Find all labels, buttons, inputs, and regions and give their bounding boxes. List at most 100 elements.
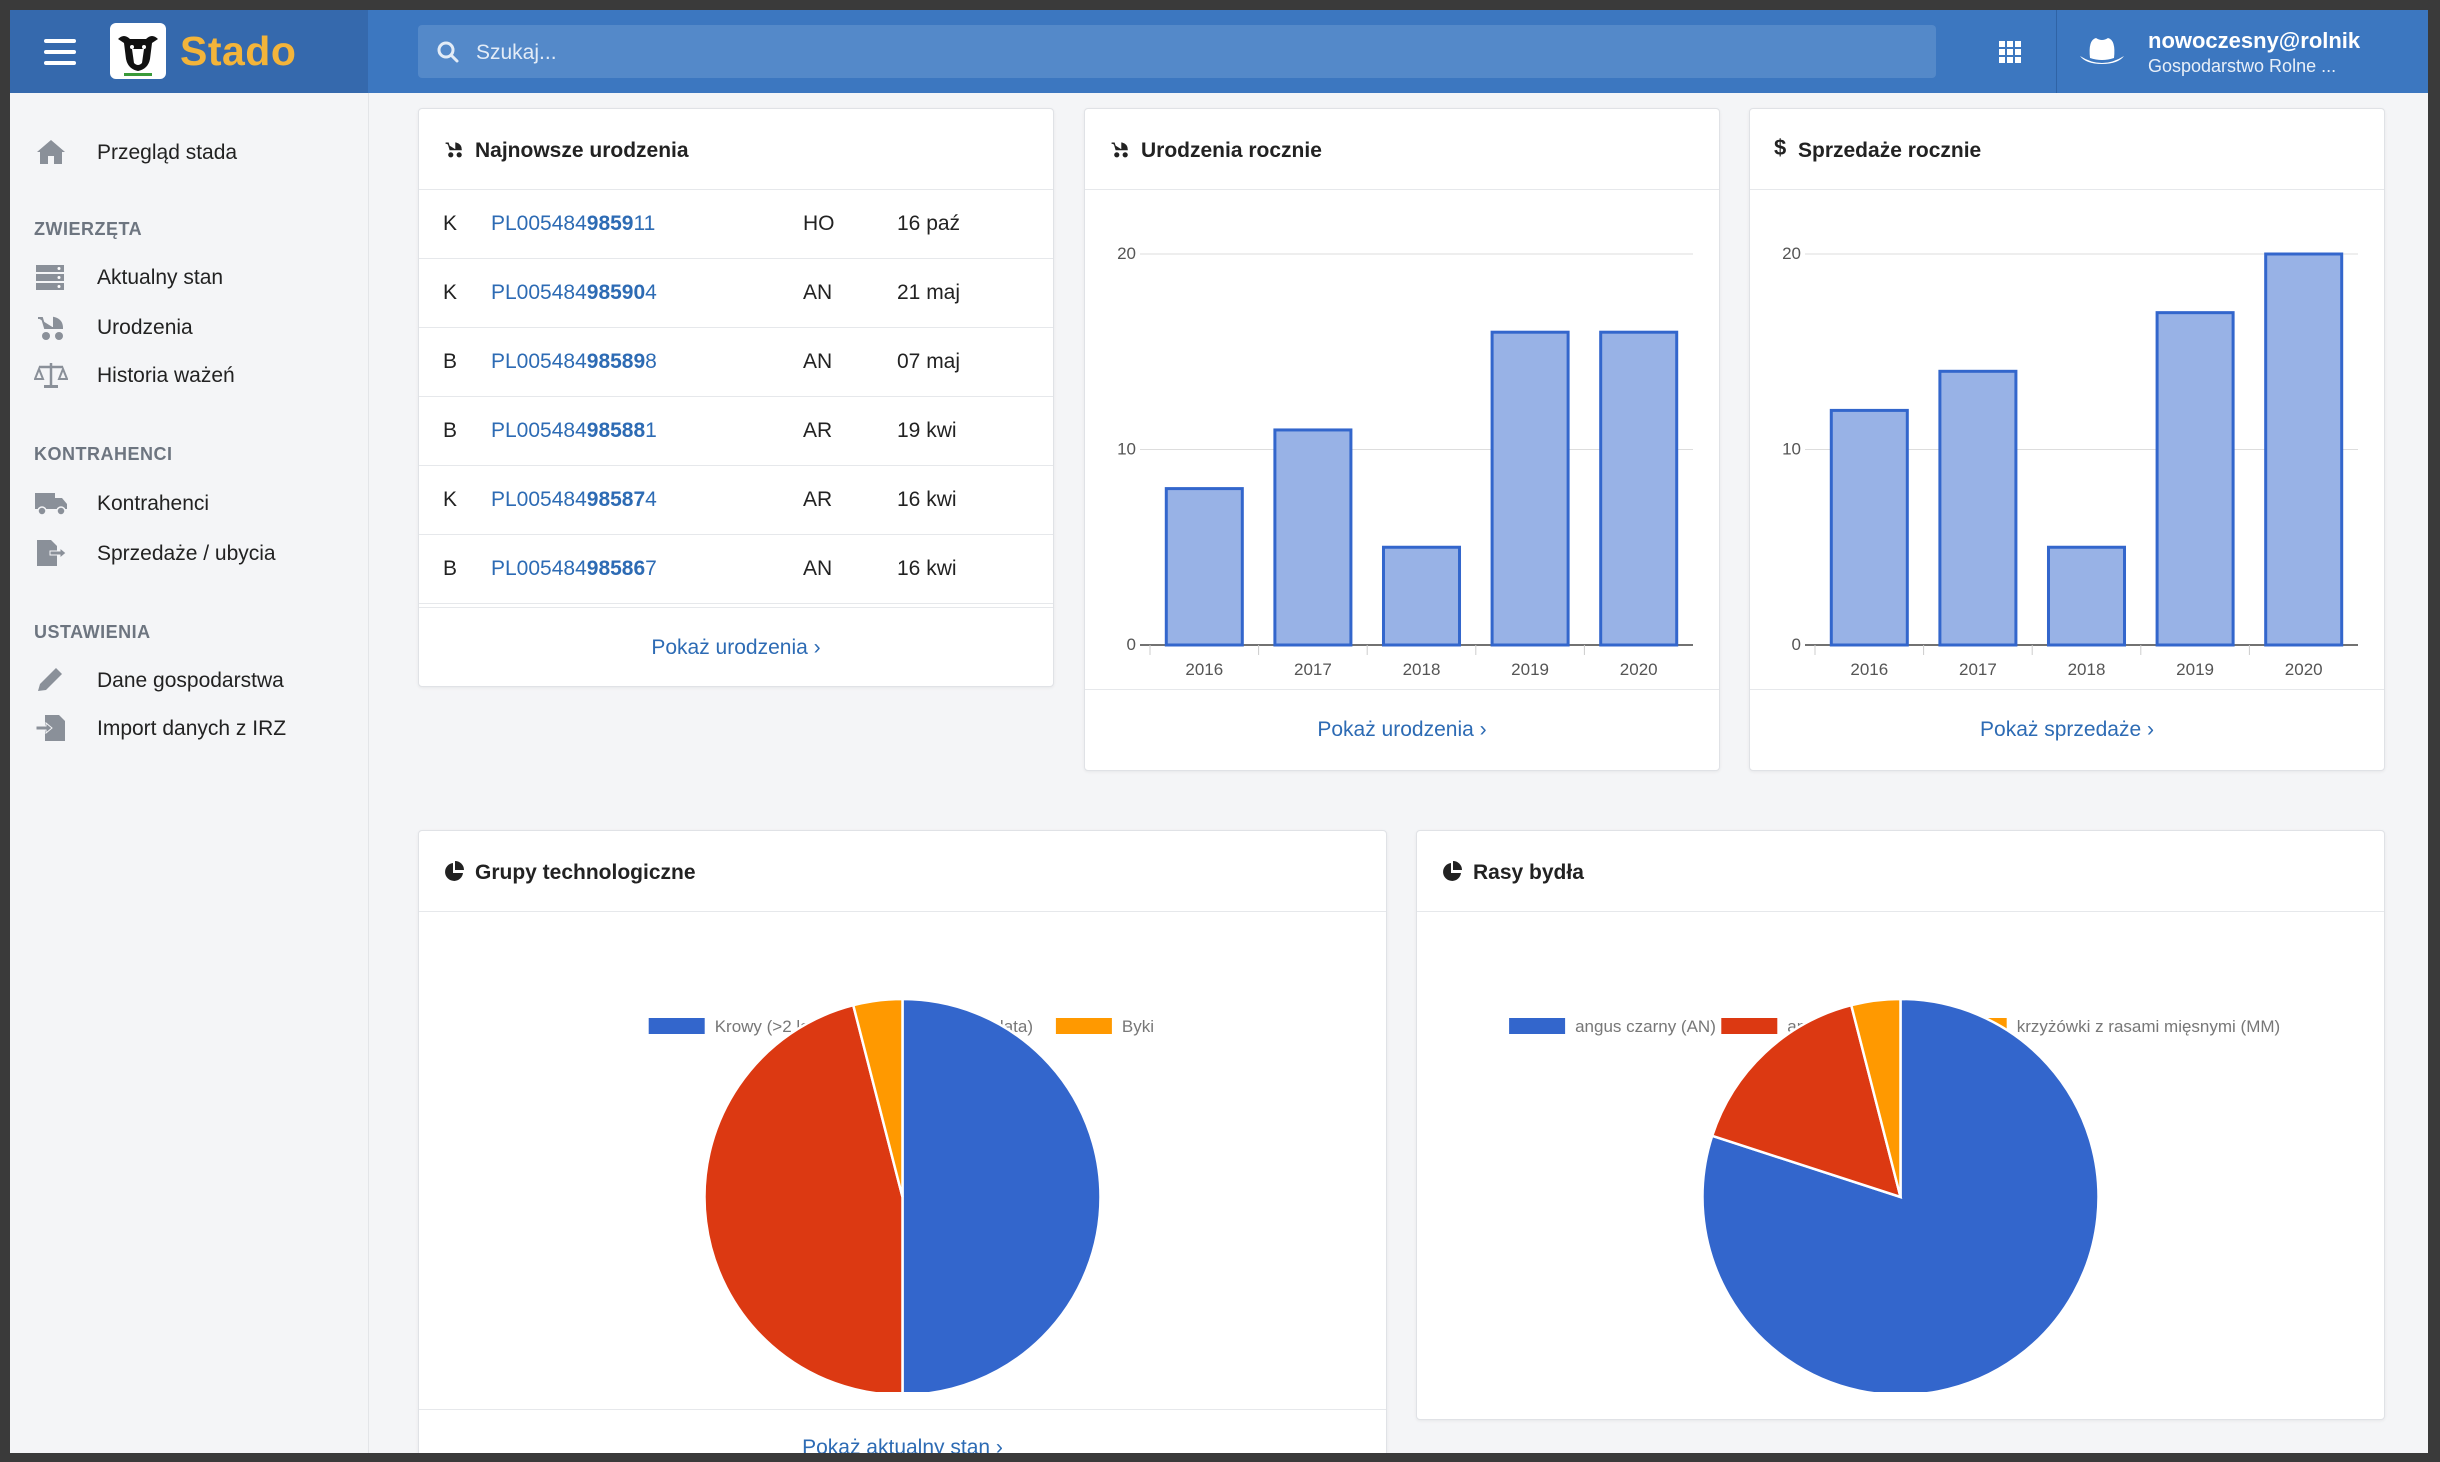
table-row: B PL005484985867 AN 16 kwi bbox=[419, 534, 1053, 604]
x-tick-label: 2020 bbox=[1620, 660, 1658, 679]
sidebar-item-sales[interactable]: Sprzedaże / ubycia bbox=[34, 534, 354, 574]
table-row: K PL005484985911 HO 16 paź bbox=[419, 190, 1053, 259]
date-cell: 21 maj bbox=[897, 258, 1053, 328]
card-footer: Pokaż aktualny stan › bbox=[419, 1409, 1386, 1453]
date-cell: 16 kwi bbox=[897, 534, 1053, 604]
cowboy-hat-icon[interactable] bbox=[2078, 30, 2126, 70]
breed-cell: AN bbox=[803, 258, 897, 328]
truck-icon bbox=[35, 493, 67, 516]
sidebar: Przegląd stada ZWIERZĘTA Aktualny stan U… bbox=[10, 93, 369, 1453]
card-header: $ Sprzedaże rocznie bbox=[1750, 109, 2384, 190]
sales-bar-chart: 0 10 20 2016 2017 2018 2019 2020 bbox=[1782, 244, 2358, 679]
sidebar-item-overview[interactable]: Przegląd stada bbox=[34, 133, 354, 173]
bar[interactable] bbox=[2155, 311, 2235, 647]
balance-scale-icon bbox=[34, 363, 68, 388]
x-tick-label: 2017 bbox=[1959, 660, 1997, 679]
animal-id-link[interactable]: PL005484985874 bbox=[491, 488, 657, 511]
user-farm: Gospodarstwo Rolne ... bbox=[2148, 56, 2337, 76]
breed-cell: AR bbox=[803, 396, 897, 466]
animal-id-cell: PL005484985874 bbox=[491, 465, 803, 535]
animal-id-cell: PL005484985898 bbox=[491, 327, 803, 397]
latest-births-card: Najnowsze urodzenia K PL005484985911 HO 16 … bbox=[418, 108, 1054, 687]
show-current-state-link[interactable]: Pokaż aktualny stan › bbox=[802, 1436, 1003, 1453]
x-tick-label: 2016 bbox=[1185, 660, 1223, 679]
card-title: Urodzenia rocznie bbox=[1141, 139, 1322, 162]
sidebar-item-irz-import[interactable]: Import danych z IRZ bbox=[34, 709, 354, 749]
sidebar-item-label: Kontrahenci bbox=[97, 492, 210, 515]
user-separator bbox=[2056, 10, 2057, 93]
sex-cell: K bbox=[419, 190, 491, 259]
apps-grid-icon[interactable] bbox=[1998, 40, 2022, 64]
pie-slice[interactable] bbox=[1701, 997, 2100, 1392]
dollar-icon: $ bbox=[1774, 135, 1787, 160]
pie-slice[interactable] bbox=[1710, 1003, 1903, 1199]
sidebar-item-label: Historia ważeń bbox=[97, 364, 235, 387]
bar[interactable] bbox=[2046, 545, 2127, 647]
breeds-pie-chart: angus czarny (AN)angus czerwony (AR)krzy… bbox=[1509, 997, 2280, 1392]
bar[interactable] bbox=[1273, 428, 1353, 647]
pencil-icon bbox=[38, 668, 62, 691]
search-box[interactable] bbox=[418, 25, 1936, 80]
pie-slice[interactable] bbox=[703, 1003, 904, 1392]
animal-id-link[interactable]: PL005484985867 bbox=[491, 557, 657, 580]
groups-card: Grupy technologiczne Krowy (>2 lata)Jałó… bbox=[418, 830, 1387, 1453]
bar[interactable] bbox=[1381, 545, 1462, 647]
legend-label: angus czarny (AN) bbox=[1575, 1017, 1716, 1036]
card-header: Grupy technologiczne bbox=[419, 831, 1386, 912]
bar[interactable] bbox=[1164, 487, 1244, 647]
pie-slice[interactable] bbox=[851, 997, 904, 1198]
animal-id-link[interactable]: PL005484985911 bbox=[491, 212, 656, 235]
bar[interactable] bbox=[2264, 252, 2344, 647]
sidebar-item-current-state[interactable]: Aktualny stan bbox=[34, 258, 354, 298]
sex-cell: B bbox=[419, 327, 491, 397]
date-cell: 07 maj bbox=[897, 327, 1053, 397]
x-tick-label: 2016 bbox=[1850, 660, 1888, 679]
sidebar-item-births[interactable]: Urodzenia bbox=[34, 308, 354, 348]
y-tick-label: 20 bbox=[1117, 244, 1136, 263]
file-export-icon bbox=[37, 540, 67, 566]
y-tick-label: 10 bbox=[1782, 440, 1801, 459]
animal-id-link[interactable]: PL005484985881 bbox=[491, 419, 657, 442]
breed-cell: AN bbox=[803, 534, 897, 604]
animal-id-cell: PL005484985881 bbox=[491, 396, 803, 466]
menu-toggle-icon[interactable] bbox=[44, 39, 76, 65]
sidebar-item-label: Urodzenia bbox=[97, 316, 193, 339]
sidebar-item-contractors[interactable]: Kontrahenci bbox=[34, 484, 354, 524]
user-email[interactable]: nowoczesny@rolnik bbox=[2148, 28, 2361, 53]
card-footer: Pokaż sprzedaże › bbox=[1750, 689, 2384, 770]
table-row: B PL005484985881 AR 19 kwi bbox=[419, 396, 1053, 466]
pie-slice[interactable] bbox=[1849, 997, 1902, 1198]
pie-chart-icon bbox=[1443, 861, 1462, 881]
animal-id-cell: PL005484985904 bbox=[491, 258, 803, 328]
date-cell: 19 kwi bbox=[897, 396, 1053, 466]
bar[interactable] bbox=[1829, 408, 1909, 647]
sidebar-item-label: Aktualny stan bbox=[97, 266, 224, 289]
y-tick-label: 0 bbox=[1792, 635, 1801, 654]
animal-id-cell: PL005484985867 bbox=[491, 534, 803, 604]
sex-cell: B bbox=[419, 534, 491, 604]
breeds-card: Rasy bydła angus czarny (AN)angus czerwo… bbox=[1416, 830, 2385, 1420]
bar[interactable] bbox=[1938, 369, 2018, 647]
y-tick-label: 20 bbox=[1782, 244, 1801, 263]
animal-id-link[interactable]: PL005484985898 bbox=[491, 350, 657, 373]
table-row: B PL005484985898 AN 07 maj bbox=[419, 327, 1053, 397]
pie-slice[interactable] bbox=[901, 997, 1102, 1392]
section-settings: USTAWIENIA bbox=[34, 622, 151, 642]
legend-swatch bbox=[1509, 1018, 1566, 1034]
x-tick-label: 2019 bbox=[1511, 660, 1549, 679]
legend-swatch bbox=[1055, 1018, 1112, 1034]
animal-id-link[interactable]: PL005484985904 bbox=[491, 281, 657, 304]
date-cell: 16 paź bbox=[897, 190, 1053, 259]
search-input[interactable] bbox=[474, 25, 1918, 80]
show-sales-link[interactable]: Pokaż sprzedaże › bbox=[1980, 718, 2154, 741]
sales-yearly-card: $ Sprzedaże rocznie 0 10 20 2016 2017 2018 201… bbox=[1749, 108, 2385, 771]
card-header: Najnowsze urodzenia bbox=[419, 109, 1053, 190]
births-table: K PL005484985911 HO 16 paź K PL005484985904 AN… bbox=[419, 190, 1053, 604]
sidebar-item-farm-data[interactable]: Dane gospodarstwa bbox=[34, 661, 354, 701]
sidebar-item-weighing-history[interactable]: Historia ważeń bbox=[34, 356, 354, 396]
bar[interactable] bbox=[1490, 330, 1570, 647]
brand-area: Stado bbox=[10, 10, 368, 93]
show-births-link[interactable]: Pokaż urodzenia › bbox=[651, 636, 821, 659]
bar[interactable] bbox=[1599, 330, 1679, 647]
show-births-yearly-link[interactable]: Pokaż urodzenia › bbox=[1317, 718, 1487, 741]
